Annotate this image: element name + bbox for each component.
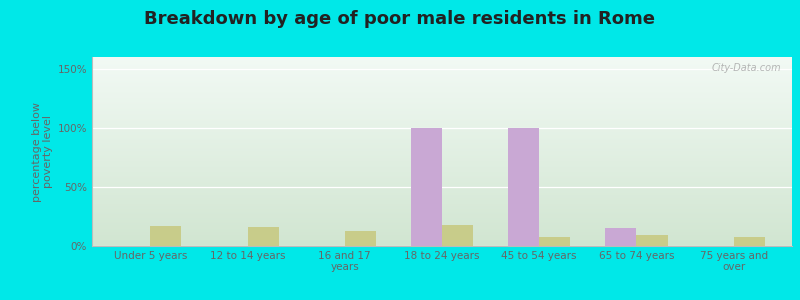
Bar — [247, 227, 278, 246]
Bar — [411, 128, 442, 246]
Bar — [637, 236, 667, 246]
Y-axis label: percentage below
poverty level: percentage below poverty level — [32, 101, 54, 202]
Bar — [345, 231, 376, 246]
Bar — [734, 236, 765, 246]
Bar — [508, 128, 539, 246]
Bar — [539, 236, 570, 246]
Bar — [442, 225, 473, 246]
Text: City-Data.com: City-Data.com — [712, 63, 782, 73]
Bar — [606, 228, 637, 246]
Bar — [150, 226, 182, 246]
Text: Breakdown by age of poor male residents in Rome: Breakdown by age of poor male residents … — [145, 11, 655, 28]
